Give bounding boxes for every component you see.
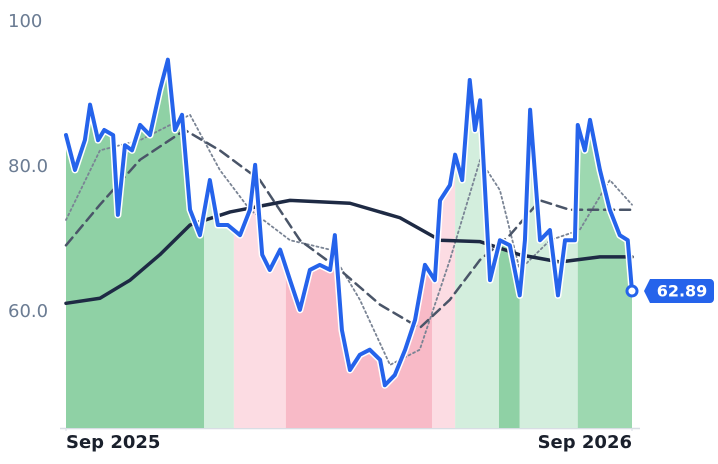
region-fill bbox=[233, 164, 286, 428]
y-tick-label: 80.0 bbox=[8, 156, 48, 177]
region-fill bbox=[285, 235, 433, 428]
value-tag bbox=[644, 279, 714, 304]
region-fill bbox=[204, 180, 234, 428]
region-fill bbox=[577, 119, 632, 428]
region-fill bbox=[66, 59, 205, 428]
y-tick-label: 100 bbox=[8, 11, 42, 32]
series-line bbox=[64, 57, 634, 388]
last-point bbox=[625, 284, 639, 298]
y-tick-label: 60.0 bbox=[8, 301, 48, 322]
region-fill bbox=[498, 240, 520, 428]
region-fill bbox=[432, 154, 456, 428]
series-line bbox=[64, 128, 634, 330]
series-line bbox=[64, 198, 634, 306]
x-tick-label: Sep 2025 bbox=[66, 432, 160, 453]
x-tick-label: Sep 2026 bbox=[538, 432, 632, 453]
value-tag-label: 62.89 bbox=[657, 282, 708, 301]
